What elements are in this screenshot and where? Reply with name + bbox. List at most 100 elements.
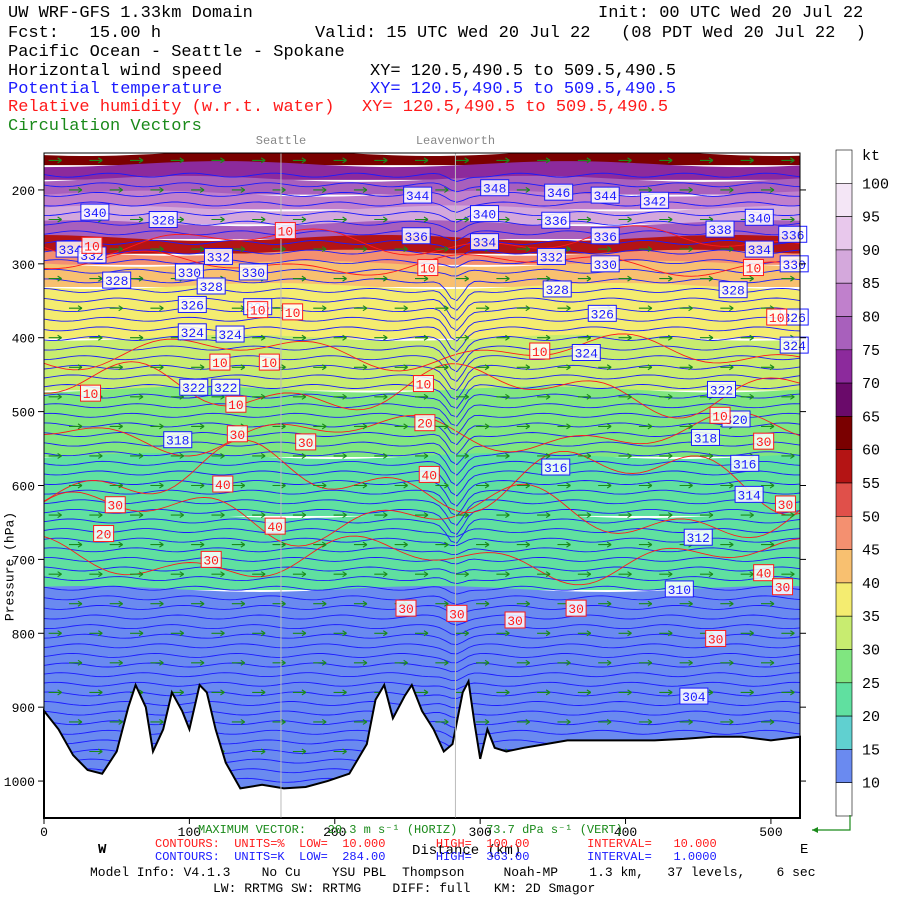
circulation-vector [618,334,632,341]
circulation-vector [252,157,266,164]
circulation-vector [476,541,490,548]
circulation-vector [89,452,103,459]
circulation-vector [720,659,734,666]
circulation-vector [231,246,246,253]
circulation-vector [353,600,368,607]
circulation-vector [374,216,388,223]
rh-label: 30 [778,498,794,513]
circulation-vector [109,482,123,489]
circulation-vector [537,157,551,164]
circulation-vector [191,659,205,666]
circulation-vector [516,482,531,489]
circulation-vector [455,393,469,400]
circulation-vector [170,452,185,459]
circulation-vector [577,452,592,459]
circulation-vector [394,305,408,312]
circulation-vector [394,482,408,489]
circulation-vector [89,689,103,696]
circulation-vector [720,482,734,489]
rh-label: 30 [756,435,772,450]
x-tick-label: 500 [759,825,782,840]
circulation-vector [577,275,592,282]
circulation-vector [48,275,62,282]
theta-label-box [480,179,510,197]
circulation-vector [659,216,673,223]
circulation-vector [252,571,266,578]
theta-contour-line [44,528,800,538]
theta-contour-line [44,326,800,353]
rh-label: 30 [398,602,414,617]
circulation-vector [516,364,531,371]
theta-label-box [403,186,433,204]
circulation-vector [109,186,123,193]
y-tick-label: 300 [12,258,35,273]
colorbar-label: 80 [862,310,880,327]
circulation-vector [740,630,754,637]
circulation-vector [272,186,286,193]
x-tick-label: 400 [614,825,637,840]
circulation-vector [252,216,266,223]
circulation-vector [130,452,144,459]
circulation-vector [720,718,734,725]
theta-contour-line [44,460,800,487]
circulation-vector [292,275,307,282]
circulation-vector [802,424,815,429]
circulation-vector [272,600,286,607]
y-tick-label: 500 [12,406,35,421]
circulation-vector [272,659,286,666]
colorbar-label: 50 [862,509,880,526]
circulation-vector [150,246,164,253]
circulation-vector [292,334,307,341]
circulation-vector [781,216,795,223]
circulation-vector [577,157,592,164]
circulation-vector [476,423,490,430]
wind-band [44,512,800,590]
rh-label-box [81,236,103,254]
rh-label: 10 [278,225,294,240]
circulation-vector [496,630,510,637]
theta-contour-line [44,604,800,616]
circulation-vector [476,718,490,725]
circulation-vector [150,659,164,666]
circulation-vector [292,216,307,223]
rh-label-box [295,433,317,451]
wind-band [44,205,800,225]
circulation-vector [333,512,347,519]
field-rh-label: Relative humidity (w.r.t. water) [8,98,335,117]
circulation-vector [394,364,408,371]
circulation-vector [48,512,62,519]
rh-label: 40 [267,520,283,535]
theta-label: 324 [181,326,205,341]
rh-label: 30 [507,614,523,629]
circulation-vector [415,512,429,519]
circulation-vector [781,393,795,400]
rh-label-box [264,517,286,535]
theta-contour-line [44,537,800,546]
circulation-vector [618,512,632,519]
circulation-vector [48,630,62,637]
circulation-vector [516,305,531,312]
circulation-vector [89,512,103,519]
theta-label-box [196,277,226,295]
circulation-vector [313,305,327,312]
theta-label-box [174,263,204,281]
colorbar-swatch [835,782,853,817]
theta-contour-line [44,643,800,655]
colorbar-swatch [835,449,853,484]
terrain [43,678,801,819]
colorbar-label: 100 [862,176,889,193]
circulation-vector [802,542,815,547]
circulation-vector [435,246,449,253]
rh-contour-line [44,535,800,586]
circulation-vector [740,571,754,578]
theta-label-box [470,205,500,223]
rh-label-box [417,259,439,277]
x-tick-label: 100 [178,825,201,840]
theta-label-box [542,280,572,298]
max-vector-info: MAXIMUM VECTOR: 20.3 m s⁻¹ (HORIZ) 73.7 … [198,823,623,837]
circulation-vector [435,186,449,193]
circulation-vector [292,512,307,519]
circulation-vector [435,659,449,666]
theta-label: 304 [682,690,706,705]
